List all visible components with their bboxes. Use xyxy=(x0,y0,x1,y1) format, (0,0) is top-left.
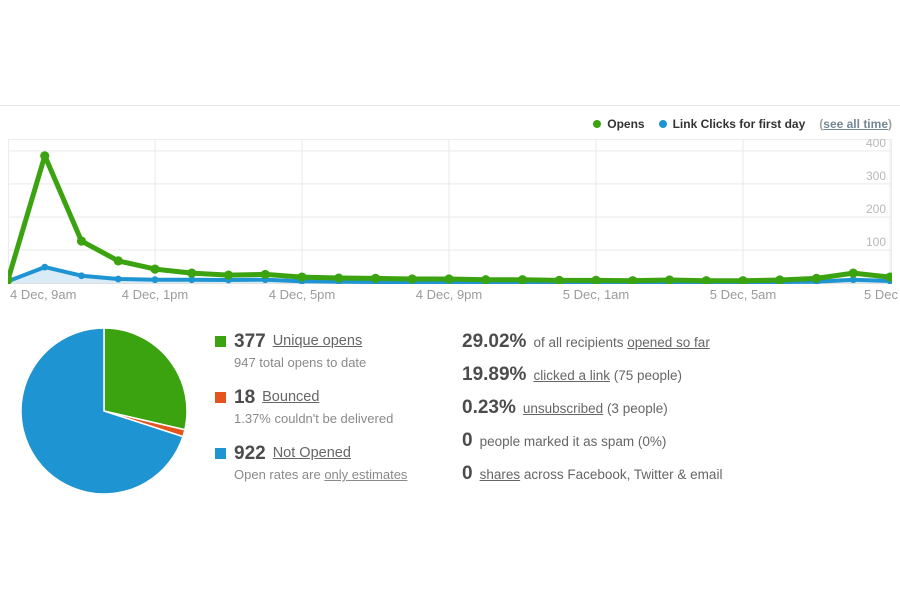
rate-description: clicked a link (75 people) xyxy=(533,368,683,383)
rate-description: shares across Facebook, Twitter & email xyxy=(479,467,723,482)
stat-count: 377 xyxy=(234,331,266,352)
rate-stat-row: 0.23% unsubscribed (3 people) xyxy=(462,396,792,420)
rate-description: of all recipients opened so far xyxy=(533,335,710,350)
x-axis-tick-label: 4 Dec, 9am xyxy=(10,287,77,302)
stat-count: 922 xyxy=(234,443,266,464)
x-axis-tick-label: 5 Dec, 5am xyxy=(709,287,777,302)
pie-stat-row: 922 Not Opened Open rates are only estim… xyxy=(215,443,460,484)
link-clicks-legend-label: Link Clicks for first day xyxy=(672,117,806,131)
stat-subtext: 947 total opens to date xyxy=(234,355,367,370)
rate-stat-row: 0 people marked it as spam (0%) xyxy=(462,429,792,453)
svg-text:200: 200 xyxy=(866,202,886,216)
x-axis-labels: 4 Dec, 9am 4 Dec, 1pm 4 Dec, 5pm 4 Dec, 9pm… xyxy=(0,287,900,305)
x-axis-tick-label: 4 Dec, 9pm xyxy=(415,287,483,302)
delivery-pie-chart xyxy=(19,326,189,496)
x-axis-tick-label: 4 Dec, 1pm xyxy=(121,287,189,302)
rate-stat-row: 29.02% of all recipients opened so far xyxy=(462,330,792,354)
rate-stat-row: 19.89% clicked a link (75 people) xyxy=(462,363,792,387)
pie-stat-row: 18 Bounced 1.37% couldn't be delivered xyxy=(215,387,460,428)
pie-legend-stats: 377 Unique opens 947 total opens to date… xyxy=(215,331,460,499)
rate-description: people marked it as spam (0%) xyxy=(479,434,667,449)
rate-link[interactable]: unsubscribed xyxy=(522,401,604,416)
opens-legend-label: Opens xyxy=(607,117,645,131)
stat-link[interactable]: Bounced xyxy=(262,389,320,405)
pie-stat-row: 377 Unique opens 947 total opens to date xyxy=(215,331,460,372)
header-divider xyxy=(0,105,900,106)
stat-link[interactable]: Unique opens xyxy=(272,333,363,349)
see-all-time-link[interactable]: see all time xyxy=(823,117,888,131)
svg-text:100: 100 xyxy=(866,235,886,249)
legend-item-opens: Opens xyxy=(593,117,645,131)
stat-subtext: Open rates are only estimates xyxy=(234,467,408,482)
stat-subtext: 1.37% couldn't be delivered xyxy=(234,411,394,426)
rate-value: 0 xyxy=(462,463,473,484)
link-clicks-legend-dot-icon xyxy=(658,120,667,128)
rate-stat-row: 0 shares across Facebook, Twitter & email xyxy=(462,462,792,486)
stat-count: 18 xyxy=(234,387,256,408)
opens-line-chart: 100 200 300 400 xyxy=(3,136,895,288)
campaign-rate-stats: 29.02% of all recipients opened so far 19.… xyxy=(462,330,792,495)
stat-link[interactable]: Not Opened xyxy=(272,445,351,461)
x-axis-tick-label: 5 Dec xyxy=(864,287,898,302)
rate-value: 19.89% xyxy=(462,364,527,385)
legend-item-link-clicks: Link Clicks for first day xyxy=(658,117,806,131)
rate-value: 0.23% xyxy=(462,397,516,418)
rate-link[interactable]: shares xyxy=(479,467,521,482)
chart-legend: Opens Link Clicks for first day (see all… xyxy=(593,115,892,133)
stat-subtext-link[interactable]: only estimates xyxy=(324,467,408,482)
series-color-swatch-icon xyxy=(215,336,226,347)
series-color-swatch-icon xyxy=(215,392,226,403)
rate-description: unsubscribed (3 people) xyxy=(522,401,668,416)
opens-legend-dot-icon xyxy=(593,120,602,128)
see-all-time-wrapper: (see all time) xyxy=(819,117,892,131)
svg-text:400: 400 xyxy=(866,139,886,150)
rate-value: 29.02% xyxy=(462,331,527,352)
x-axis-tick-label: 5 Dec, 1am xyxy=(562,287,630,302)
svg-text:300: 300 xyxy=(866,169,886,183)
rate-value: 0 xyxy=(462,430,473,451)
series-color-swatch-icon xyxy=(215,448,226,459)
rate-link[interactable]: clicked a link xyxy=(533,368,610,383)
rate-link[interactable]: opened so far xyxy=(627,335,710,350)
x-axis-tick-label: 4 Dec, 5pm xyxy=(268,287,336,302)
